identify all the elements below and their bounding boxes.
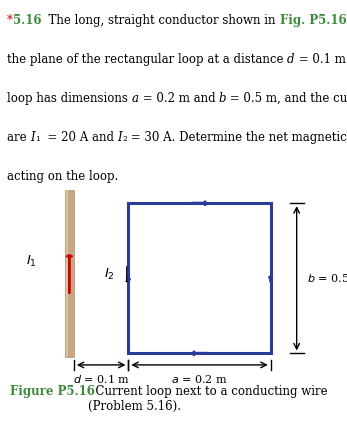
Text: a: a <box>132 92 138 105</box>
Text: $d$ = 0.1 m: $d$ = 0.1 m <box>73 373 130 385</box>
Text: I: I <box>30 131 35 144</box>
Text: Figure P5.16: Figure P5.16 <box>10 385 95 398</box>
Text: the plane of the rectangular loop at a distance: the plane of the rectangular loop at a d… <box>7 52 287 66</box>
Text: ₂: ₂ <box>122 131 127 144</box>
Text: = 0.1 m. The: = 0.1 m. The <box>295 52 347 66</box>
Text: = 30 A. Determine the net magnetic force: = 30 A. Determine the net magnetic force <box>127 131 347 144</box>
Bar <box>65 190 74 357</box>
Text: $a$ = 0.2 m: $a$ = 0.2 m <box>171 373 228 385</box>
Text: d: d <box>287 52 295 66</box>
Text: acting on the loop.: acting on the loop. <box>7 170 118 183</box>
Text: Fig. P5.16: Fig. P5.16 <box>280 14 346 27</box>
Text: lies in: lies in <box>346 14 347 27</box>
Text: Current loop next to a conducting wire
(Problem 5.16).: Current loop next to a conducting wire (… <box>88 385 328 413</box>
Text: The long, straight conductor shown in: The long, straight conductor shown in <box>41 14 280 27</box>
Text: ₁: ₁ <box>35 131 40 144</box>
Text: loop has dimensions: loop has dimensions <box>7 92 132 105</box>
Text: are: are <box>7 131 30 144</box>
Text: = 20 A and: = 20 A and <box>40 131 117 144</box>
Text: = 0.5 m, and the currents: = 0.5 m, and the currents <box>227 92 347 105</box>
Text: 5.16: 5.16 <box>13 14 41 27</box>
Bar <box>66 190 68 357</box>
Text: = 0.2 m and: = 0.2 m and <box>138 92 219 105</box>
Text: I: I <box>117 131 122 144</box>
Text: $I_1$: $I_1$ <box>26 253 37 269</box>
Text: *: * <box>7 14 13 27</box>
Text: b: b <box>219 92 227 105</box>
Bar <box>128 203 271 353</box>
Text: $I_2$: $I_2$ <box>104 267 115 282</box>
Text: $b$ = 0.5 m: $b$ = 0.5 m <box>307 272 347 284</box>
